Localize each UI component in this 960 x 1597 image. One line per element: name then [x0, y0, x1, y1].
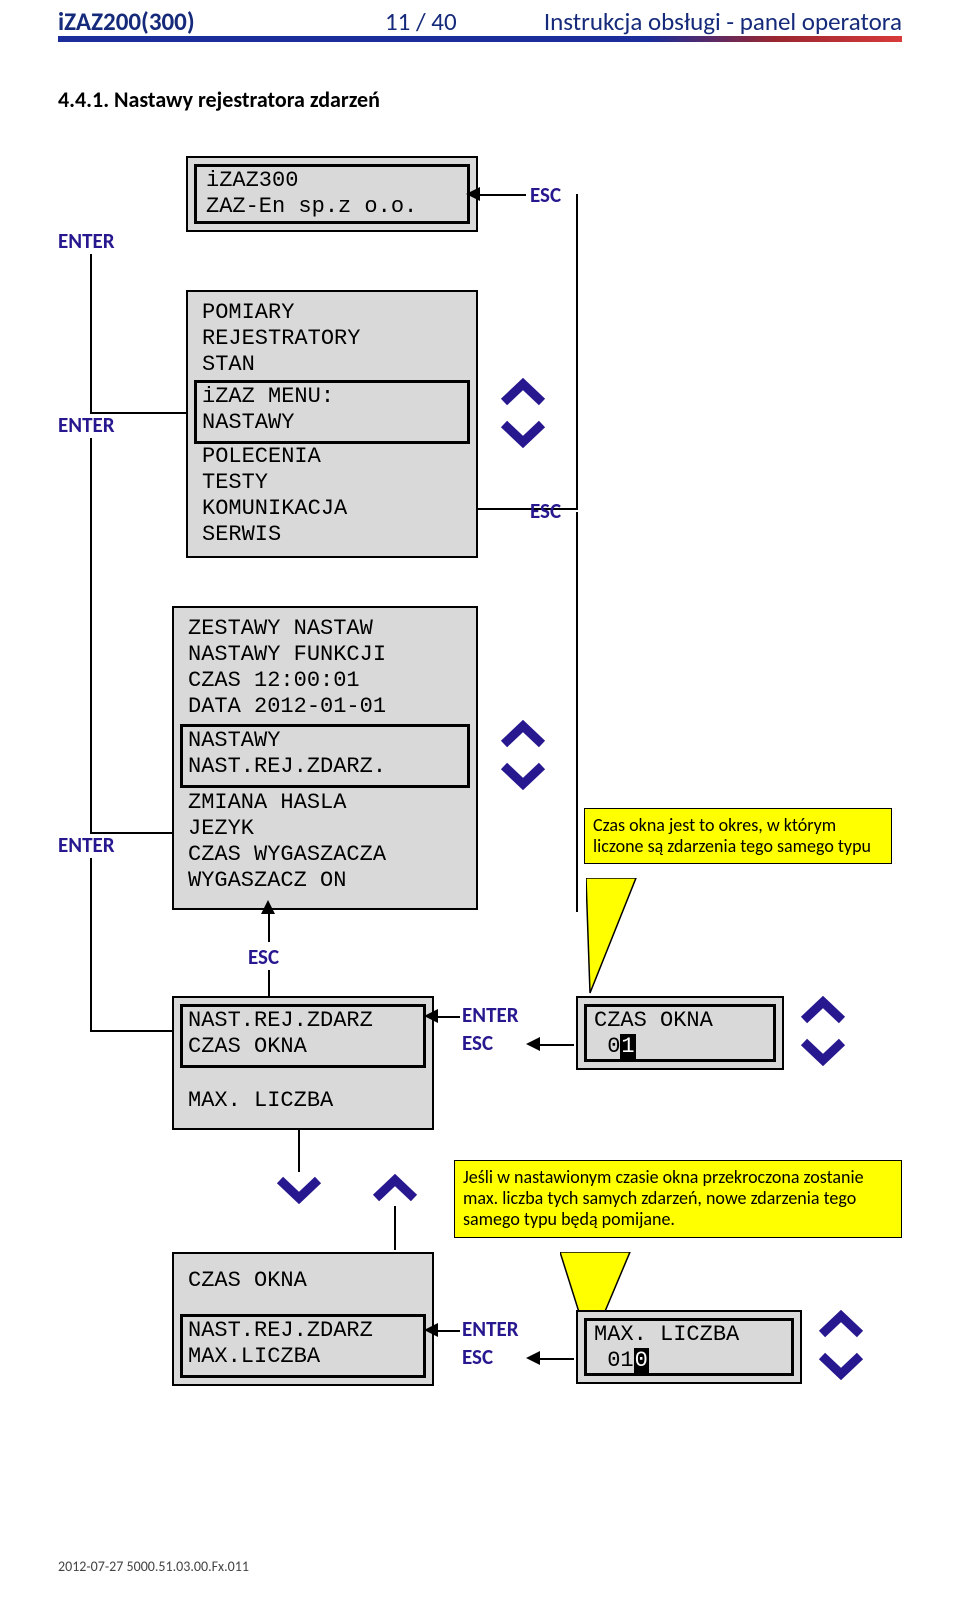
lcd-czas-cursor: 1 [620, 1034, 635, 1059]
nast-wygaszacza: CZAS WYGASZACZA [188, 842, 386, 868]
rej2-sel1: NAST.REJ.ZDARZ [188, 1318, 373, 1344]
lcd-max-cursor: 0 [634, 1348, 649, 1373]
header-page-number: 11 / 40 [385, 6, 457, 37]
nast-funkcji: NASTAWY FUNKCJI [188, 642, 386, 668]
lcd-max-pre: 01 [594, 1348, 634, 1373]
panel-home-line2: ZAZ-En sp.z o.o. [206, 194, 417, 220]
connector [476, 194, 526, 196]
menu-pomiary: POMIARY [202, 300, 294, 326]
rej-sel1: NAST.REJ.ZDARZ [188, 1008, 373, 1034]
callout-tail-icon [586, 878, 646, 998]
header-code: iZAZ200(300) [58, 6, 195, 37]
chevron-down-icon[interactable] [500, 760, 546, 790]
chevron-down-icon[interactable] [818, 1350, 864, 1380]
esc-label-4: ESC [462, 1030, 493, 1056]
esc-label-5: ESC [462, 1344, 493, 1370]
arrowhead-left-icon [466, 186, 482, 202]
menu-testy: TESTY [202, 470, 268, 496]
lcd-max-l1: MAX. LICZBA [594, 1322, 739, 1348]
arrowhead-up-icon [260, 900, 276, 916]
nast-zestawy: ZESTAWY NASTAW [188, 616, 373, 642]
enter-label-4: ENTER [462, 1002, 519, 1028]
chevron-up-icon[interactable] [372, 1174, 418, 1204]
connector [268, 970, 270, 996]
enter-label-5: ENTER [462, 1316, 519, 1342]
menu-serwis: SERWIS [202, 522, 281, 548]
chevron-down-icon[interactable] [276, 1174, 322, 1204]
connector [474, 508, 578, 510]
chevron-up-icon[interactable] [800, 996, 846, 1026]
esc-label-3: ESC [248, 944, 279, 970]
panel-rejzdarz: NAST.REJ.ZDARZ CZAS OKNA MAX. LICZBA [172, 996, 434, 1130]
panel-main-menu: POMIARY REJESTRATORY STAN iZAZ MENU: NAS… [186, 290, 478, 558]
nast-jezyk: JEZYK [188, 816, 254, 842]
connector [90, 1030, 174, 1032]
connector [576, 512, 578, 912]
rej-maxliczba: MAX. LICZBA [188, 1088, 333, 1114]
header-doc-title: Instrukcja obsługi - panel operatora [544, 6, 902, 37]
panel-home: iZAZ300 ZAZ-En sp.z o.o. [186, 156, 478, 232]
arrowhead-left-icon [526, 1036, 542, 1052]
menu-sel-line2: NASTAWY [202, 410, 294, 436]
esc-label-1: ESC [530, 182, 561, 208]
enter-label-1: ENTER [58, 228, 115, 254]
section-heading: 4.4.1. Nastawy rejestratora zdarzeń [58, 86, 380, 113]
panel-nastawy: ZESTAWY NASTAW NASTAWY FUNKCJI CZAS 12:0… [172, 606, 478, 910]
arrowhead-left-icon [424, 1322, 440, 1338]
page-header: iZAZ200(300) 11 / 40 Instrukcja obsługi … [0, 6, 960, 40]
nast-sel1: NASTAWY [188, 728, 280, 754]
panel-rejzdarz-2: CZAS OKNA NAST.REJ.ZDARZ MAX.LICZBA [172, 1252, 434, 1386]
chevron-down-icon[interactable] [500, 418, 546, 448]
chevron-up-icon[interactable] [500, 720, 546, 750]
connector [298, 1128, 300, 1172]
enter-label-2: ENTER [58, 412, 115, 438]
lcd-czas-pre: 0 [594, 1034, 620, 1059]
esc-label-2: ESC [530, 498, 561, 524]
nast-sel2: NAST.REJ.ZDARZ. [188, 754, 386, 780]
connector [90, 254, 92, 414]
nast-wygon: WYGASZACZ ON [188, 868, 346, 894]
lcd-max-liczba: MAX. LICZBA 010 [576, 1310, 802, 1384]
connector [394, 1206, 396, 1250]
nast-czas: CZAS 12:00:01 [188, 668, 360, 694]
nast-hasla: ZMIANA HASLA [188, 790, 346, 816]
lcd-czas-okna: CZAS OKNA 01 [576, 996, 784, 1070]
connector [90, 438, 92, 834]
arrowhead-left-icon [526, 1350, 542, 1366]
rej-sel2: CZAS OKNA [188, 1034, 307, 1060]
callout-czas-okna: Czas okna jest to okres, w którym liczon… [584, 808, 892, 864]
arrowhead-left-icon [424, 1008, 440, 1024]
panel-home-line1: iZAZ300 [206, 168, 298, 194]
lcd-max-l2: 010 [594, 1348, 649, 1374]
rej2-sel2: MAX.LICZBA [188, 1344, 320, 1370]
menu-stan: STAN [202, 352, 255, 378]
rej2-czasokna: CZAS OKNA [188, 1268, 307, 1294]
nast-data: DATA 2012-01-01 [188, 694, 386, 720]
enter-label-3: ENTER [58, 832, 115, 858]
menu-sel-line1: iZAZ MENU: [202, 384, 334, 410]
connector [576, 194, 578, 510]
lcd-czas-l2: 01 [594, 1034, 636, 1060]
callout-max-liczba: Jeśli w nastawionym czasie okna przekroc… [454, 1160, 902, 1238]
connector [90, 858, 92, 1032]
header-rule [58, 36, 902, 42]
menu-polecenia: POLECENIA [202, 444, 321, 470]
chevron-up-icon[interactable] [500, 378, 546, 408]
connector [90, 412, 186, 414]
chevron-up-icon[interactable] [818, 1310, 864, 1340]
connector [90, 832, 174, 834]
lcd-czas-l1: CZAS OKNA [594, 1008, 713, 1034]
menu-rejestratory: REJESTRATORY [202, 326, 360, 352]
footer-text: 2012-07-27 5000.51.03.00.Fx.011 [58, 1558, 249, 1575]
menu-komunikacja: KOMUNIKACJA [202, 496, 347, 522]
chevron-down-icon[interactable] [800, 1036, 846, 1066]
